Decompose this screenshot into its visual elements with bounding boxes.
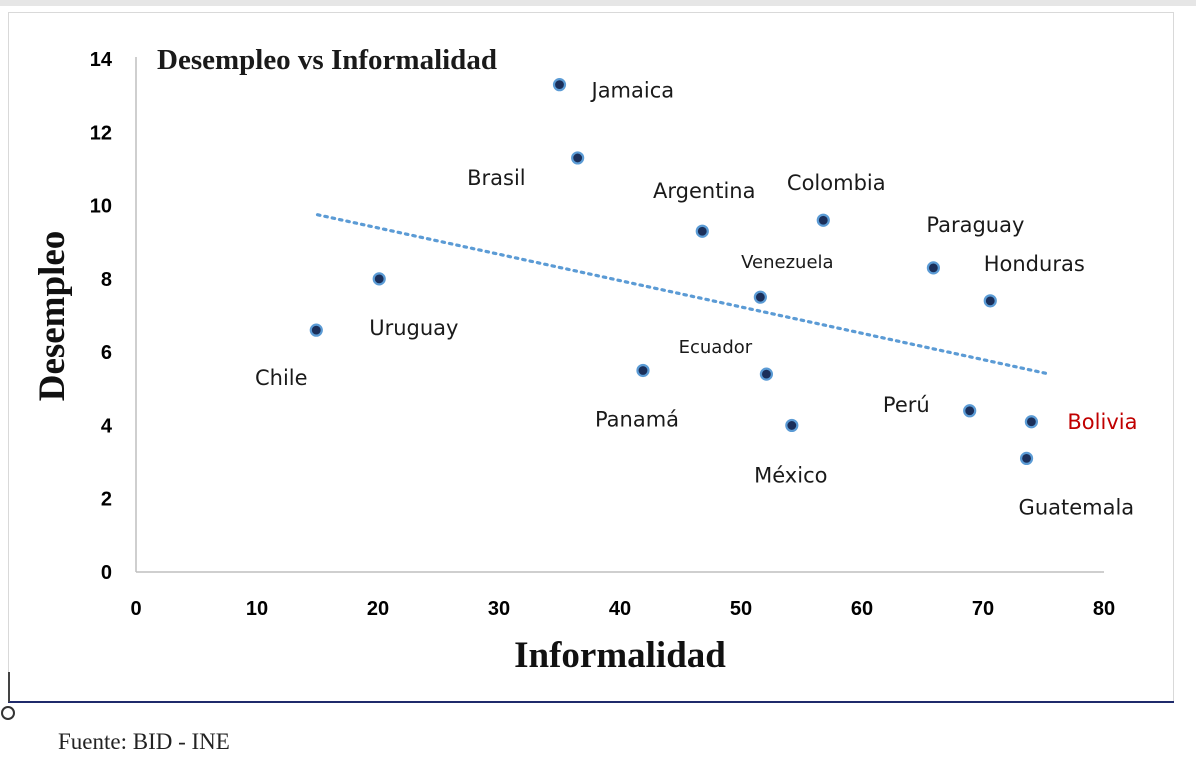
point-label: Bolivia (1067, 410, 1137, 434)
point-label: Chile (255, 366, 308, 390)
data-point (759, 367, 774, 381)
point-label: Brasil (467, 166, 526, 190)
y-tick-label: 4 (101, 415, 113, 437)
point-label: Ecuador (679, 337, 753, 358)
data-point (753, 290, 767, 304)
data-point (785, 418, 799, 433)
top-strip (0, 0, 1196, 6)
x-tick-label: 0 (130, 598, 141, 620)
trend-line (315, 213, 1052, 376)
point-label: Perú (883, 393, 930, 417)
point-label: Uruguay (369, 316, 458, 340)
y-tick-label: 6 (101, 342, 112, 364)
x-tick-label: 20 (367, 598, 389, 620)
data-point (309, 323, 323, 337)
data-point (926, 261, 940, 275)
point-label: Jamaica (590, 79, 675, 103)
point-label: Colombia (787, 171, 886, 195)
point-label: Panamá (595, 407, 679, 431)
x-tick-label: 80 (1093, 598, 1115, 620)
data-point (983, 294, 997, 308)
data-point (816, 213, 830, 227)
data-point (636, 363, 650, 378)
plot-layer: 0 10 20 30 40 50 60 70 80 0 2 4 6 8 10 12 14 Jamaica Brasi… (90, 49, 1138, 620)
y-tick-label: 10 (90, 196, 112, 218)
point-label: Argentina (653, 179, 755, 203)
y-tick-label: 8 (101, 269, 112, 291)
x-tick-label: 70 (972, 598, 994, 620)
chart-title: Desempleo vs Informalidad (157, 44, 497, 76)
x-tick-label: 60 (851, 598, 873, 620)
chart-frame-bottom-border (8, 701, 1174, 703)
point-label: Venezuela (741, 252, 833, 273)
x-tick-label: 10 (246, 598, 268, 620)
data-point (1024, 415, 1039, 429)
x-tick-label: 40 (609, 598, 631, 620)
y-tick-label: 14 (90, 49, 113, 71)
point-label: Guatemala (1019, 495, 1135, 519)
point-label: Honduras (984, 252, 1085, 276)
data-point (963, 404, 977, 418)
y-tick-label: 2 (101, 489, 112, 511)
source-note: Fuente: BID - INE (58, 729, 230, 754)
y-axis-title: Desempleo (32, 231, 73, 402)
resize-handle[interactable] (1, 706, 15, 720)
x-tick-label: 50 (730, 598, 752, 620)
chart-frame-left-marker (8, 672, 10, 702)
data-point (695, 224, 709, 238)
data-point (571, 151, 585, 165)
x-tick-label: 30 (488, 598, 510, 620)
point-label: México (754, 463, 827, 487)
point-label: Paraguay (926, 213, 1024, 237)
chart-frame[interactable] (8, 12, 1174, 702)
y-tick-label: 0 (101, 562, 112, 584)
y-tick-label: 12 (90, 122, 112, 144)
x-axis-title: Informalidad (514, 635, 726, 676)
data-point (372, 272, 386, 286)
data-point (1019, 451, 1034, 466)
data-point (552, 78, 567, 92)
